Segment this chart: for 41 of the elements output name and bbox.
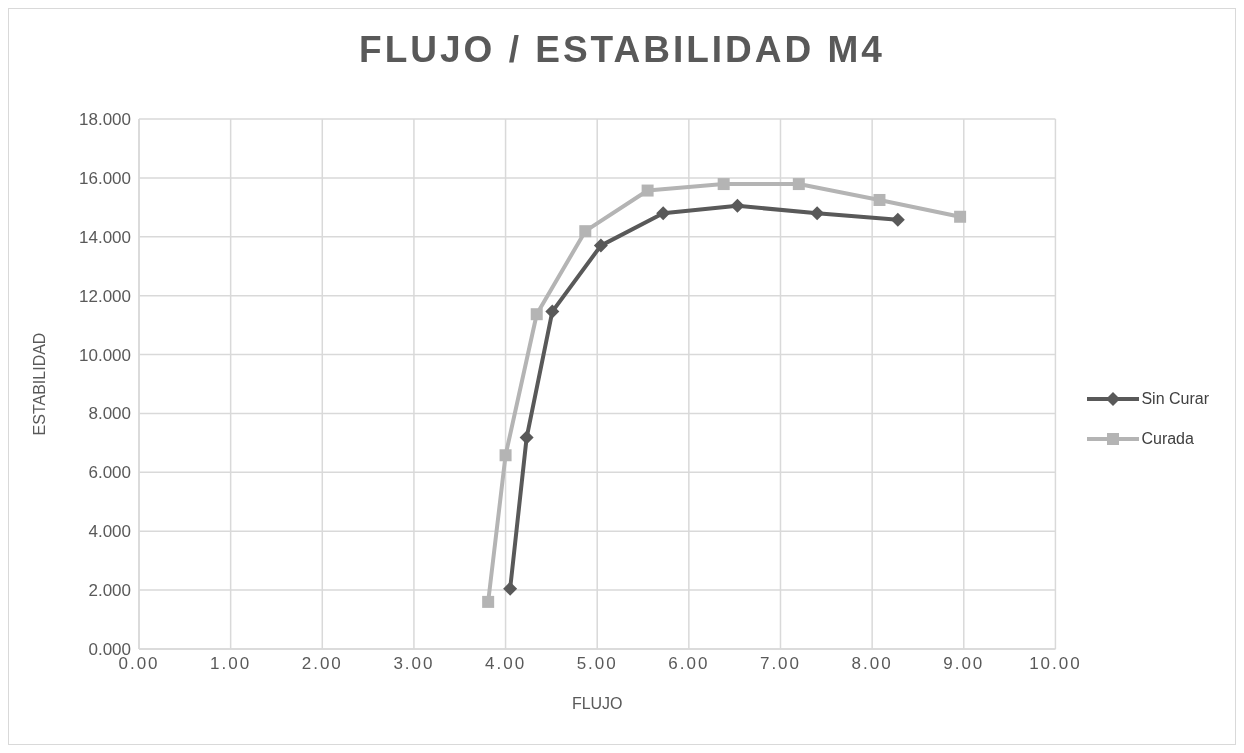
point (641, 184, 654, 197)
x-tick-label: 7.00 (759, 654, 802, 674)
point (717, 178, 730, 191)
y-tick-label: 14.000 (79, 227, 131, 247)
point (954, 210, 967, 223)
point (792, 178, 805, 191)
point (873, 193, 886, 206)
x-tick-label: 10.00 (1029, 654, 1082, 674)
y-tick-label: 4.000 (88, 522, 131, 542)
y-axis-title: ESTABILIDAD (30, 332, 48, 436)
y-tick-label: 12.000 (79, 286, 131, 306)
legend-label: Sin Curar (1141, 390, 1209, 408)
point (810, 206, 825, 221)
y-tick-label: 6.000 (88, 463, 131, 483)
x-tick-label: 5.00 (576, 654, 618, 674)
y-tick-label: 2.000 (88, 581, 131, 601)
x-axis-title: FLUJO (571, 695, 623, 712)
x-tick-label: 8.00 (851, 654, 893, 674)
point (482, 595, 495, 608)
point (499, 449, 512, 462)
point (503, 581, 518, 596)
point (890, 212, 905, 227)
y-tick-label: 8.000 (88, 404, 131, 424)
point (656, 206, 671, 221)
x-tick-label: 9.00 (943, 654, 985, 674)
point (545, 304, 560, 319)
point (730, 198, 745, 213)
x-tick-label: 1.00 (210, 654, 252, 674)
point (519, 430, 534, 445)
point (579, 225, 592, 238)
x-tick-label: 6.00 (668, 654, 710, 674)
legend-label: Curada (1141, 430, 1194, 448)
point (530, 308, 543, 321)
y-tick-label: 16.000 (79, 168, 131, 188)
x-tick-label: 3.00 (393, 654, 435, 674)
y-tick-label: 10.000 (79, 345, 131, 365)
point (593, 238, 608, 253)
y-tick-label: 18.000 (79, 110, 131, 130)
x-tick-label: 2.00 (301, 654, 343, 674)
chart-title: FLUJO / ESTABILIDAD M4 (358, 28, 886, 72)
x-tick-label: 4.00 (485, 654, 527, 674)
